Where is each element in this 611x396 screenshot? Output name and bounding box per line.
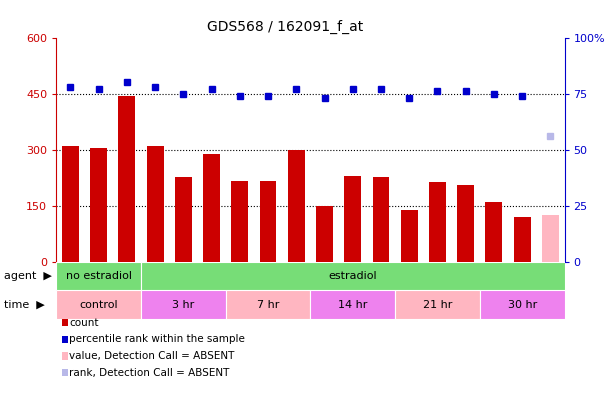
Bar — [260, 181, 277, 262]
Bar — [56, 290, 141, 319]
Bar — [316, 206, 333, 262]
Bar — [147, 146, 164, 262]
Bar — [457, 185, 474, 262]
Bar — [429, 182, 446, 262]
Bar — [175, 177, 192, 262]
Bar — [141, 290, 225, 319]
Text: rank, Detection Call = ABSENT: rank, Detection Call = ABSENT — [70, 367, 230, 378]
Bar — [232, 181, 248, 262]
Text: value, Detection Call = ABSENT: value, Detection Call = ABSENT — [70, 351, 235, 361]
Bar — [288, 150, 305, 262]
Bar — [56, 262, 141, 290]
Title: GDS568 / 162091_f_at: GDS568 / 162091_f_at — [207, 20, 363, 34]
Bar — [514, 217, 531, 262]
Bar — [373, 177, 389, 262]
Bar — [480, 290, 565, 319]
Text: 21 hr: 21 hr — [423, 299, 452, 310]
Bar — [90, 148, 107, 262]
Bar — [542, 215, 559, 262]
Bar — [310, 290, 395, 319]
Text: no estradiol: no estradiol — [65, 271, 131, 281]
Text: 3 hr: 3 hr — [172, 299, 194, 310]
Text: 14 hr: 14 hr — [338, 299, 367, 310]
Bar — [225, 290, 310, 319]
Text: estradiol: estradiol — [329, 271, 377, 281]
Text: agent  ▶: agent ▶ — [4, 271, 52, 281]
Bar — [486, 202, 502, 262]
Text: percentile rank within the sample: percentile rank within the sample — [70, 334, 246, 345]
Text: time  ▶: time ▶ — [4, 299, 45, 310]
Bar — [401, 210, 418, 262]
Bar — [119, 95, 135, 262]
Text: count: count — [70, 318, 99, 328]
Text: control: control — [79, 299, 118, 310]
Text: 30 hr: 30 hr — [508, 299, 537, 310]
Bar — [395, 290, 480, 319]
Bar — [62, 146, 79, 262]
Bar — [141, 262, 565, 290]
Bar — [344, 176, 361, 262]
Bar — [203, 154, 220, 262]
Text: 7 hr: 7 hr — [257, 299, 279, 310]
